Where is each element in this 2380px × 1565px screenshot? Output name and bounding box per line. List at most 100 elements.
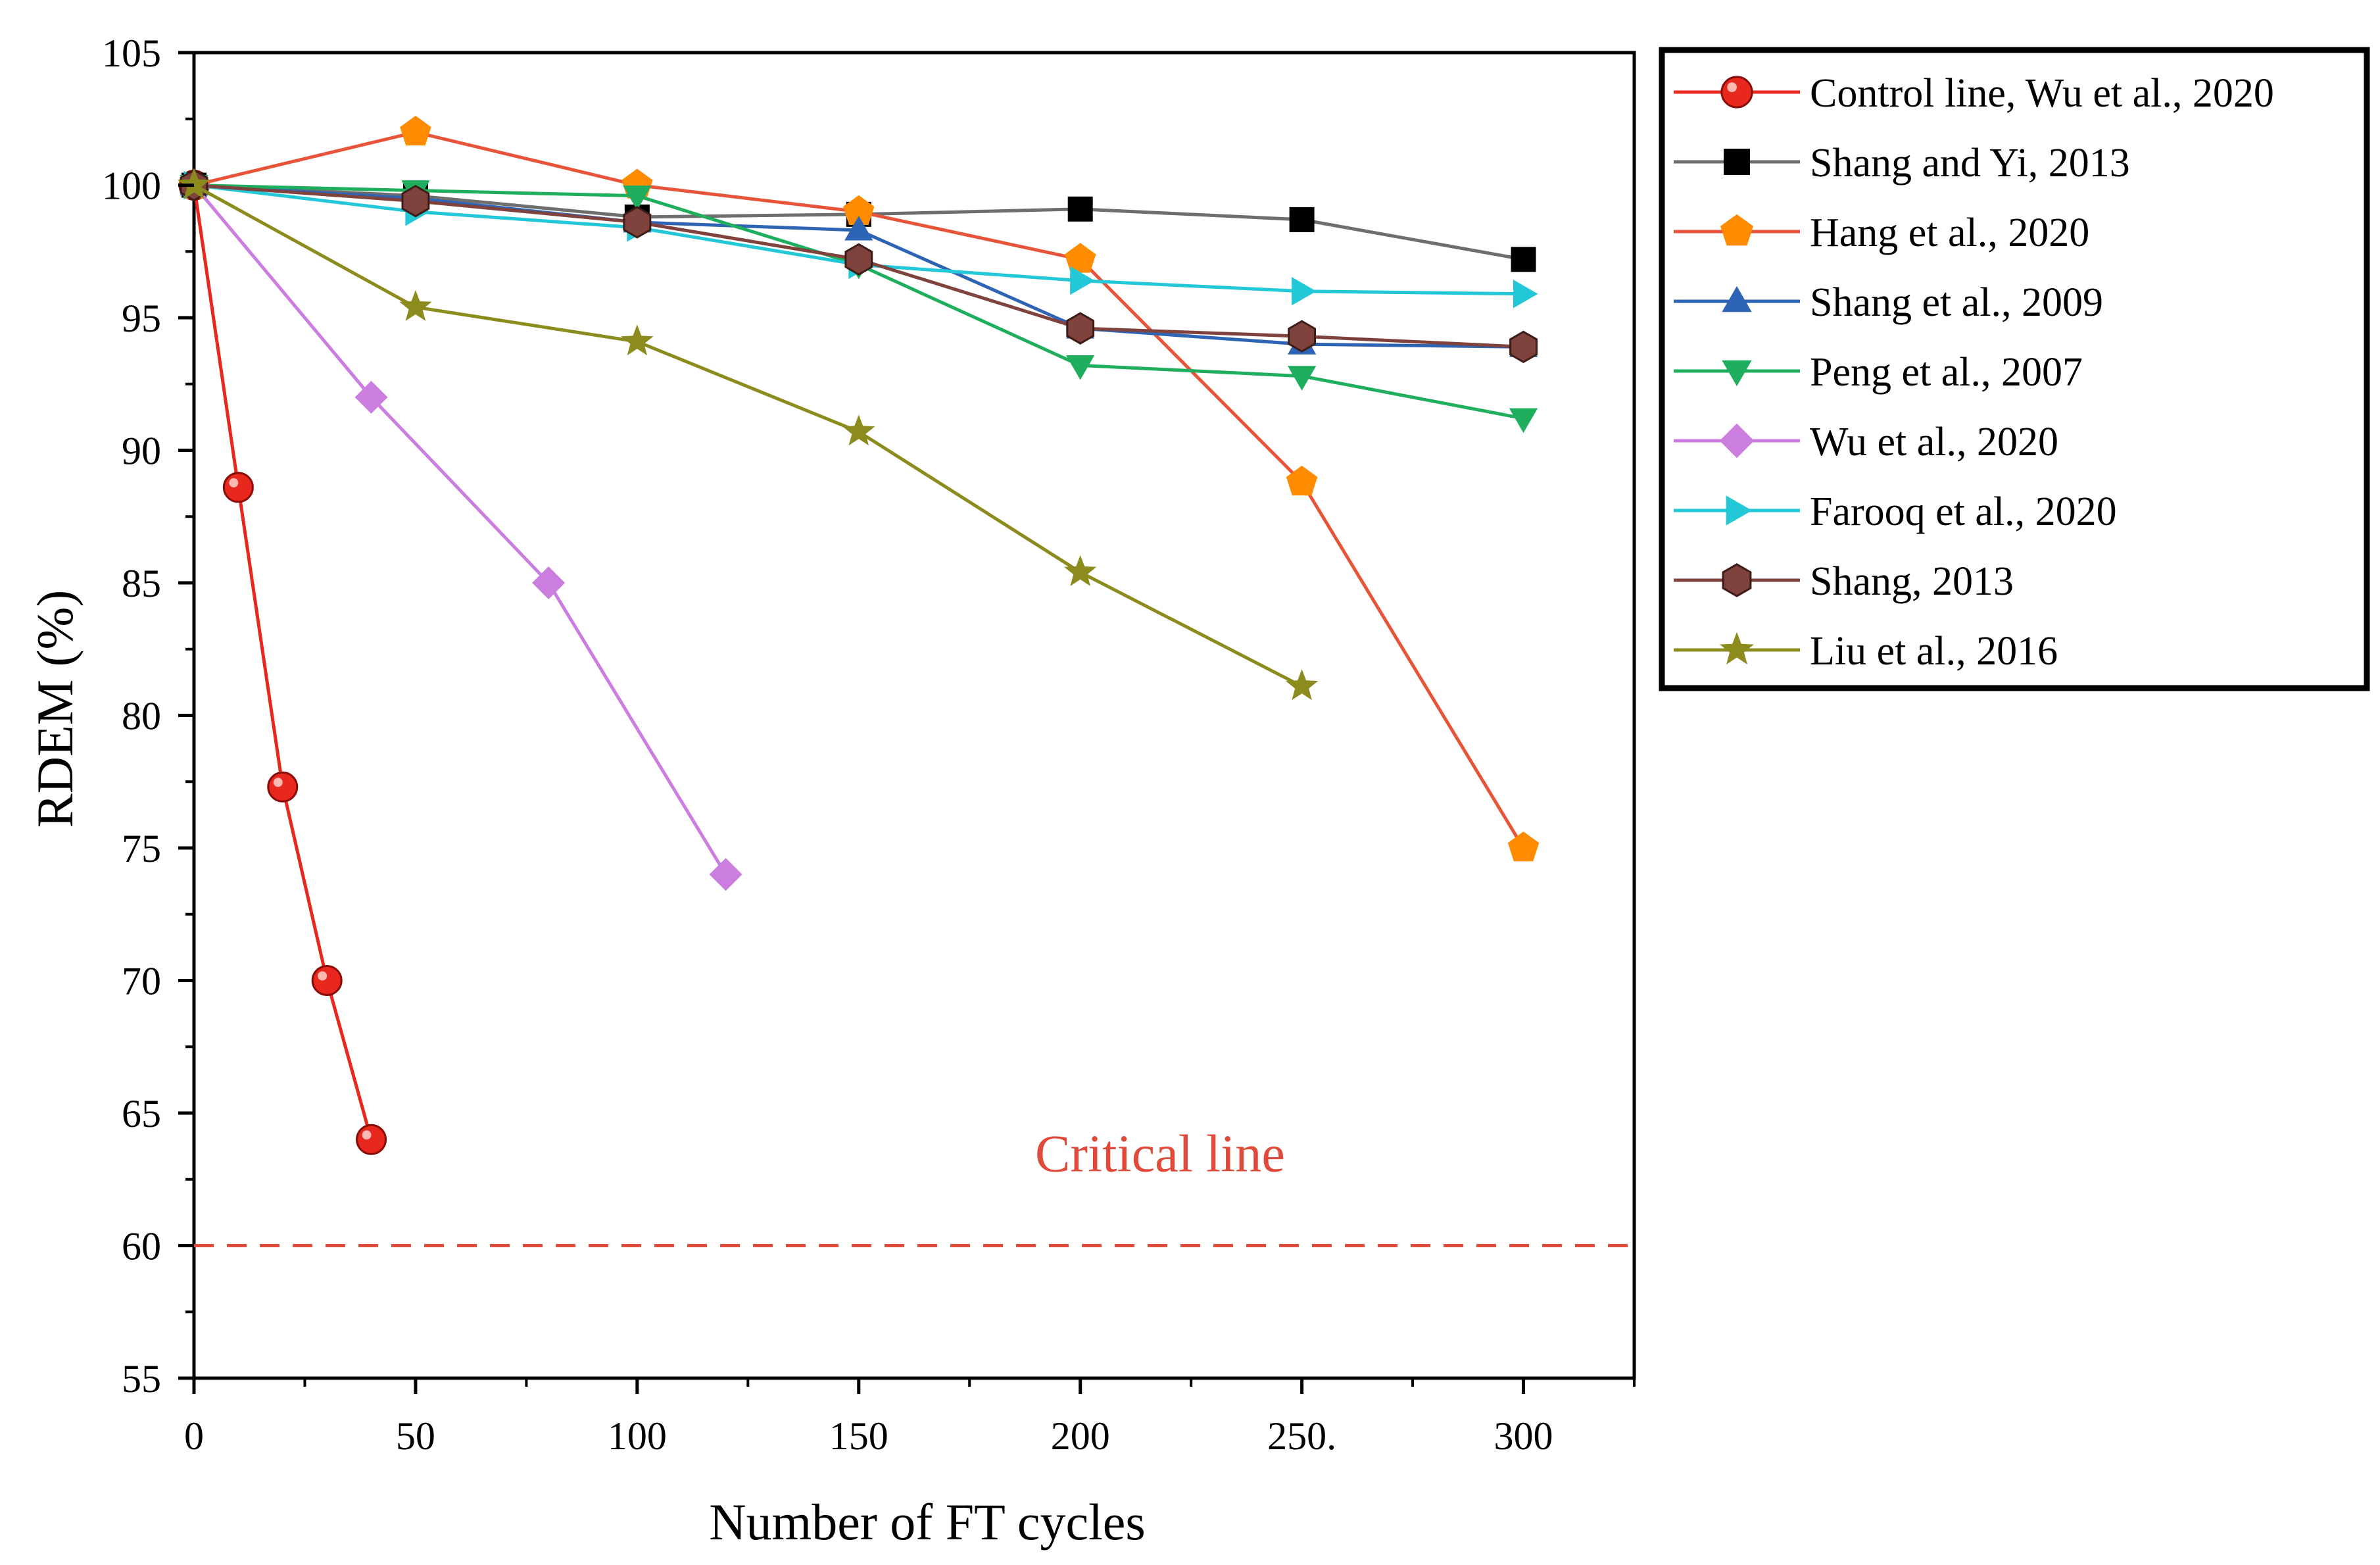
data-point <box>401 184 430 218</box>
legend-marker <box>1720 76 1753 109</box>
legend-marker <box>1720 632 1754 665</box>
data-point <box>1288 320 1316 353</box>
marker-highlight <box>318 971 328 981</box>
data-point <box>1066 312 1095 345</box>
y-tick-label: 60 <box>122 1225 161 1268</box>
data-point <box>1066 355 1095 380</box>
data-point <box>1511 247 1536 272</box>
legend-label: Shang, 2013 <box>1810 559 2014 604</box>
x-tick-label: 50 <box>396 1414 435 1458</box>
data-point <box>1286 465 1318 496</box>
marker-highlight <box>362 1130 372 1140</box>
legend-label: Shang and Yi, 2013 <box>1810 141 2130 186</box>
legend-marker <box>1726 495 1753 526</box>
y-tick-label: 65 <box>122 1092 161 1135</box>
marker-highlight <box>1727 82 1737 92</box>
data-point <box>311 965 343 996</box>
data-point <box>1513 280 1538 309</box>
data-point <box>399 289 432 321</box>
legend-item: Hang et al., 2020 <box>1674 211 2089 255</box>
critical-line-label: Critical line <box>1035 1126 1285 1183</box>
y-tick-label: 105 <box>102 32 161 75</box>
data-point <box>623 206 652 239</box>
legend-item: Shang and Yi, 2013 <box>1674 141 2130 186</box>
legend-item: Wu et al., 2020 <box>1674 420 2058 464</box>
data-point <box>844 216 873 241</box>
legend-marker <box>1719 423 1755 459</box>
x-axis-title: Number of FT cycles <box>709 1493 1146 1551</box>
data-point <box>1509 330 1538 364</box>
y-tick-label: 75 <box>122 827 161 870</box>
critical-line-group: Critical line <box>194 1126 1634 1247</box>
data-point <box>532 566 566 599</box>
legend-label: Wu et al., 2020 <box>1810 420 2058 464</box>
data-point <box>844 243 873 276</box>
legend-label: Hang et al., 2020 <box>1810 211 2089 255</box>
legend-item: Control line, Wu et al., 2020 <box>1674 71 2274 116</box>
marker-highlight <box>229 478 239 487</box>
legend-marker <box>1722 286 1752 312</box>
legend-marker <box>1722 360 1752 387</box>
legend-label: Peng et al., 2007 <box>1810 350 2083 395</box>
y-tick-label: 95 <box>122 297 161 340</box>
data-point <box>1507 832 1540 862</box>
data-point <box>621 324 654 356</box>
data-point <box>623 186 652 211</box>
data-point <box>1289 207 1315 232</box>
x-tick-label: 0 <box>184 1414 204 1458</box>
series-line <box>193 184 727 876</box>
data-point <box>1285 669 1319 701</box>
data-point <box>709 858 742 891</box>
series-line <box>193 184 1303 688</box>
data-point <box>1064 555 1097 586</box>
data-point <box>843 195 875 225</box>
data-point <box>1067 196 1093 222</box>
y-tick-label: 80 <box>122 695 161 738</box>
x-tick-label: 300 <box>1494 1414 1553 1458</box>
legend-item: Peng et al., 2007 <box>1674 350 2083 395</box>
series-1 <box>178 170 387 1155</box>
x-tick-label: 150 <box>829 1414 888 1458</box>
data-point <box>400 115 431 146</box>
data-point <box>1292 277 1317 306</box>
marker-highlight <box>273 778 283 787</box>
legend: Control line, Wu et al., 2020 Shang and Y… <box>1659 47 2370 691</box>
x-tick-label: 200 <box>1051 1414 1110 1458</box>
data-point <box>1288 366 1317 391</box>
legend-label: Liu et al., 2016 <box>1810 629 2058 674</box>
data-point <box>1509 408 1538 434</box>
legend-marker <box>1720 214 1753 246</box>
plot-area <box>192 51 1636 1380</box>
x-tick-label: 250. <box>1267 1414 1336 1458</box>
data-point <box>354 380 388 414</box>
x-tick-label: 100 <box>608 1414 667 1458</box>
y-tick-label: 100 <box>102 164 161 208</box>
axes: 55 60 65 70 75 80 85 90 95 100 105 0 50 100 150 200 250.… <box>102 32 1636 1458</box>
legend-item: Farooq et al., 2020 <box>1674 489 2117 534</box>
y-axis-title: RDEM (%) <box>26 590 84 828</box>
data-point <box>222 472 254 503</box>
legend-item: Shang, 2013 <box>1674 559 2014 604</box>
legend-marker <box>1722 563 1752 597</box>
plot-frame <box>192 51 1636 1380</box>
legend-label: Farooq et al., 2020 <box>1810 489 2117 534</box>
legend-marker <box>1724 149 1750 175</box>
legend-label: Shang et al., 2009 <box>1810 280 2103 325</box>
data-point <box>1064 243 1096 273</box>
series-group <box>178 115 1540 1155</box>
legend-label: Control line, Wu et al., 2020 <box>1810 71 2274 116</box>
series-6 <box>178 168 742 891</box>
data-point <box>356 1124 387 1155</box>
y-tick-label: 70 <box>122 960 161 1003</box>
legend-item: Shang et al., 2009 <box>1674 280 2103 325</box>
data-point <box>1070 266 1095 295</box>
data-point <box>842 414 875 446</box>
series-9 <box>178 168 1319 701</box>
data-point <box>267 771 299 803</box>
legend-item: Liu et al., 2016 <box>1674 629 2058 674</box>
y-tick-label: 85 <box>122 562 161 605</box>
y-tick-label: 55 <box>122 1357 161 1401</box>
y-tick-label: 90 <box>122 430 161 473</box>
series-line <box>192 185 373 1140</box>
